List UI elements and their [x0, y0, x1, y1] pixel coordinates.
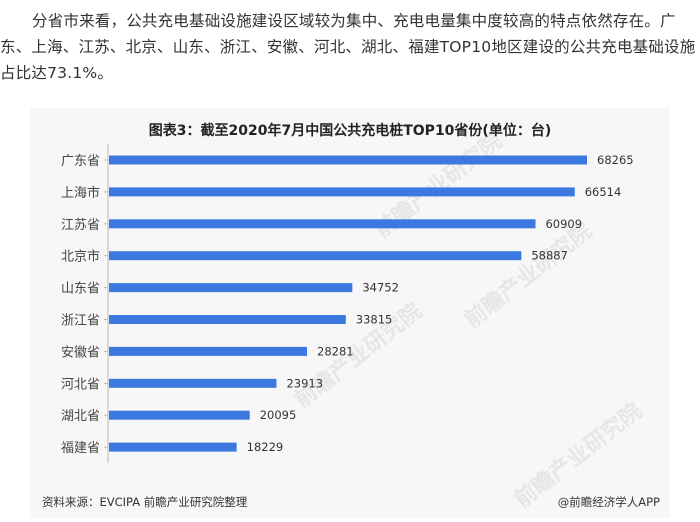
bar: [109, 346, 308, 356]
category-label: 安徽省: [61, 345, 100, 360]
value-label: 68265: [597, 153, 634, 167]
category-label: 广东省: [61, 154, 100, 169]
chart-figure: 前瞻产业研究院 前瞻产业研究院 前瞻产业研究院 前瞻产业研究院 图表3：截至20…: [30, 108, 670, 518]
bar-chart: 广东省 68265 上海市 66514 江苏省 60909 北京市 58887 山东省 34752…: [61, 144, 634, 464]
value-label: 28281: [317, 344, 354, 358]
bar: [109, 251, 522, 261]
bar: [109, 378, 277, 388]
value-label: 33815: [356, 313, 393, 327]
value-label: 18229: [247, 440, 284, 454]
bar: [109, 442, 237, 452]
category-label: 山东省: [61, 282, 100, 297]
value-label: 58887: [531, 249, 568, 263]
bar: [109, 187, 575, 197]
category-label: 上海市: [61, 185, 100, 201]
bar: [109, 219, 536, 229]
chart-title: 图表3：截至2020年7月中国公共充电桩TOP10省份(单位：台): [148, 123, 552, 139]
category-label: 河北省: [61, 377, 100, 392]
value-label: 20095: [260, 408, 297, 422]
category-label: 湖北省: [61, 409, 100, 424]
value-label: 23913: [286, 376, 323, 390]
category-label: 北京市: [61, 249, 100, 265]
intro-paragraph: 分省市来看，公共充电基础设施建设区域较为集中、充电电量集中度较高的特点依然存在。…: [0, 8, 700, 86]
category-label: 浙江省: [61, 314, 100, 329]
value-label: 60909: [545, 217, 582, 231]
credit-note: @前瞻经济学人APP: [557, 495, 660, 509]
category-label: 江苏省: [61, 217, 100, 233]
bar: [109, 410, 250, 420]
value-label: 66514: [585, 185, 622, 199]
bar: [109, 283, 353, 293]
value-label: 34752: [362, 281, 399, 295]
bar: [109, 155, 587, 165]
source-note: 资料来源：EVCIPA 前瞻产业研究院整理: [42, 495, 248, 509]
bar: [109, 315, 346, 324]
category-label: 福建省: [61, 441, 100, 456]
intro-text: 分省市来看，公共充电基础设施建设区域较为集中、充电电量集中度较高的特点依然存在。…: [0, 12, 696, 82]
